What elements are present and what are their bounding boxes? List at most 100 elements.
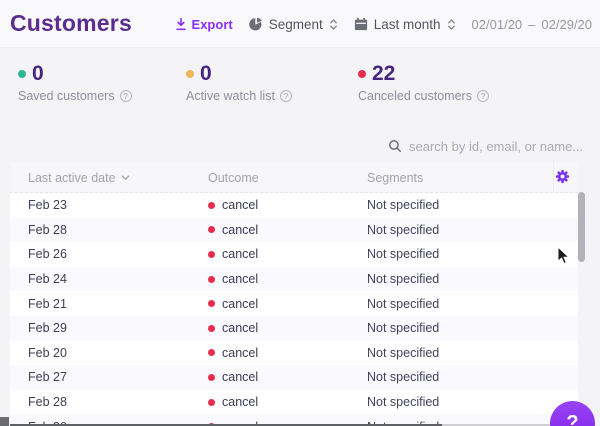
table-settings-button[interactable]: [555, 169, 570, 184]
period-label: Last month: [373, 16, 441, 32]
outcome-label: cancel: [222, 247, 259, 262]
canceled-dot-icon: [358, 70, 366, 78]
row-outcome: cancel: [208, 247, 258, 261]
toolbar: Export Segment: [175, 0, 592, 48]
table-row[interactable]: Feb 24 cancel Not specified: [10, 266, 578, 292]
row-last-active-date: Feb 21: [28, 296, 67, 311]
search-bar: [388, 134, 585, 158]
page-title: Customers: [10, 10, 132, 36]
outcome-label: cancel: [222, 345, 259, 360]
row-last-active-date: Feb 20: [28, 345, 67, 360]
canceled-count: 22: [372, 62, 396, 85]
row-segments: Not specified: [367, 222, 440, 237]
row-outcome: cancel: [208, 297, 258, 311]
stat-canceled-customers: 22 Canceled customers ?: [358, 62, 489, 103]
table-header: Last active date Outcome Segments: [10, 162, 578, 193]
table-row[interactable]: Feb 29 cancel Not specified: [10, 315, 578, 341]
outcome-dot-icon: [208, 300, 215, 308]
gear-icon: [555, 169, 570, 184]
chevron-down-icon: [121, 175, 130, 181]
row-outcome: cancel: [208, 370, 258, 384]
stat-active-watch-list: 0 Active watch list ?: [186, 62, 292, 103]
row-segments: Not specified: [367, 395, 440, 410]
watchlist-count: 0: [200, 62, 212, 85]
saved-label: Saved customers: [18, 89, 115, 103]
saved-count: 0: [32, 62, 44, 85]
top-bar: Customers Export Segment: [0, 0, 600, 48]
table-body: Feb 23 cancel Not specified Feb 28 cance…: [10, 193, 578, 426]
help-circle-icon[interactable]: ?: [119, 90, 132, 102]
row-outcome: cancel: [208, 395, 258, 409]
date-range: 02/01/20 – 02/29/20: [472, 17, 592, 32]
date-separator: –: [528, 16, 536, 32]
date-start: 02/01/20: [471, 16, 523, 32]
outcome-dot-icon: [208, 398, 215, 406]
download-icon: [175, 17, 187, 31]
help-circle-icon[interactable]: ?: [279, 90, 292, 102]
row-last-active-date: Feb 20: [28, 420, 67, 426]
outcome-label: cancel: [222, 222, 259, 237]
saved-dot-icon: [18, 70, 26, 78]
outcome-label: cancel: [222, 296, 259, 311]
row-last-active-date: Feb 27: [28, 370, 67, 385]
row-outcome: cancel: [208, 223, 258, 237]
segment-select[interactable]: Segment: [248, 17, 338, 32]
outcome-dot-icon: [208, 250, 215, 258]
table-row[interactable]: Feb 26 cancel Not specified: [10, 242, 578, 267]
table-row[interactable]: Feb 23 cancel Not specified: [10, 193, 578, 218]
column-outcome[interactable]: Outcome: [208, 171, 259, 185]
pie-chart-icon: [248, 17, 263, 31]
customers-table: Last active date Outcome Segments: [10, 162, 578, 426]
row-segments: Not specified: [367, 198, 440, 213]
calendar-icon: [354, 17, 368, 31]
search-icon: [388, 139, 402, 153]
bottom-edge-dark: [10, 423, 442, 426]
row-segments: Not specified: [367, 247, 440, 262]
row-segments: Not specified: [367, 370, 440, 385]
outcome-dot-icon: [208, 226, 215, 234]
search-input[interactable]: [409, 138, 585, 154]
export-button[interactable]: Export: [175, 17, 233, 32]
bottom-edge-light: [442, 423, 578, 426]
updown-chevron-icon: [447, 18, 456, 31]
table-scrollbar[interactable]: [578, 192, 585, 262]
row-last-active-date: Feb 28: [28, 395, 67, 410]
row-last-active-date: Feb 26: [28, 247, 67, 262]
canceled-label: Canceled customers: [358, 89, 472, 103]
column-segments[interactable]: Segments: [367, 171, 424, 185]
table-row[interactable]: Feb 20 cancel Not specified: [10, 341, 578, 366]
outcome-label: cancel: [222, 272, 259, 287]
help-chat-label: ?: [566, 412, 579, 426]
table-row[interactable]: Feb 27 cancel Not specified: [10, 365, 578, 390]
outcome-dot-icon: [208, 275, 215, 283]
table-row[interactable]: Feb 28 cancel Not specified: [10, 217, 578, 243]
outcome-dot-icon: [208, 324, 215, 332]
outcome-dot-icon: [208, 349, 215, 357]
watchlist-label: Active watch list: [186, 89, 275, 103]
column-last-active-date[interactable]: Last active date: [28, 171, 130, 185]
stat-saved-customers: 0 Saved customers ?: [18, 62, 132, 103]
outcome-label: cancel: [222, 370, 259, 385]
row-segments: Not specified: [367, 321, 440, 336]
row-segments: Not specified: [367, 272, 440, 287]
watchlist-dot-icon: [186, 70, 194, 78]
outcome-label: cancel: [222, 420, 258, 426]
row-outcome: cancel: [208, 321, 258, 335]
outcome-dot-icon: [208, 373, 215, 381]
row-outcome: cancel: [208, 346, 258, 360]
export-label: Export: [191, 16, 233, 32]
row-last-active-date: Feb 23: [28, 198, 67, 213]
table-row[interactable]: Feb 28 cancel Not specified: [10, 390, 578, 415]
header-divider: [553, 162, 554, 192]
outcome-label: cancel: [222, 321, 259, 336]
table-row[interactable]: Feb 21 cancel Not specified: [10, 291, 578, 316]
outcome-label: cancel: [222, 395, 259, 410]
row-outcome: cancel: [208, 198, 258, 212]
bottom-left-corner-block: [0, 417, 9, 426]
row-last-active-date: Feb 28: [28, 222, 67, 237]
outcome-dot-icon: [208, 201, 215, 209]
outcome-label: cancel: [222, 198, 259, 213]
period-select[interactable]: Last month: [354, 17, 456, 32]
help-circle-icon[interactable]: ?: [476, 90, 489, 102]
